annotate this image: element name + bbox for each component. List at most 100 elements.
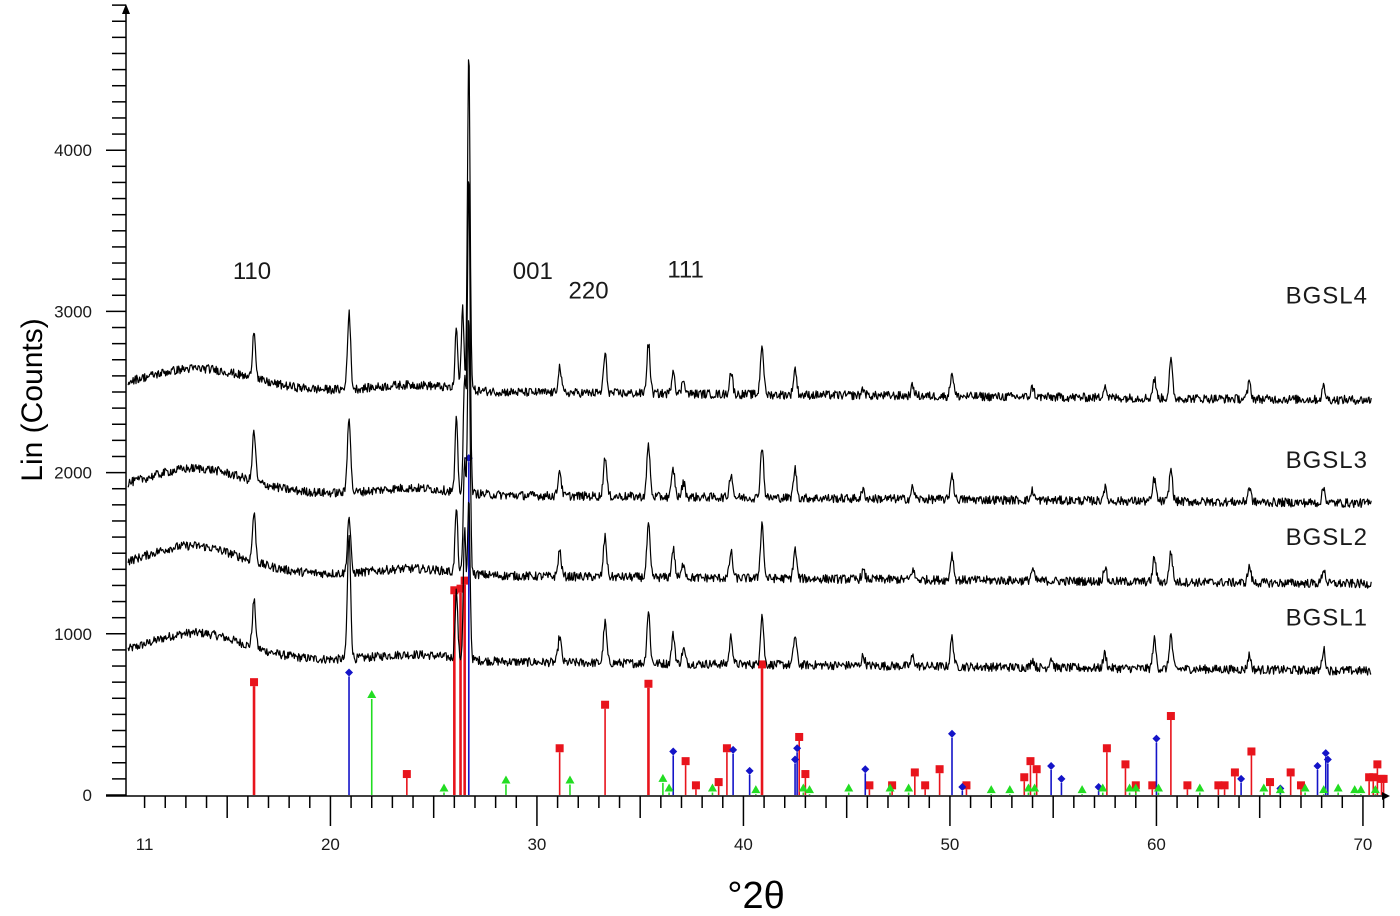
triangle-marker-icon xyxy=(751,785,761,794)
x-tick-label: 20 xyxy=(321,835,340,854)
diamond-marker-icon xyxy=(345,668,354,677)
triangle-marker-icon xyxy=(1005,785,1015,794)
square-marker-icon xyxy=(910,768,919,777)
y-tick-label: 4000 xyxy=(54,141,92,160)
square-marker-icon xyxy=(921,781,930,790)
diffraction-traces xyxy=(127,59,1372,676)
triangle-marker-icon xyxy=(439,783,449,792)
diamond-marker-icon xyxy=(958,782,967,791)
square-marker-icon xyxy=(795,732,804,741)
square-marker-icon xyxy=(1286,768,1295,777)
square-marker-icon xyxy=(1102,744,1111,753)
diamond-marker-icon xyxy=(1237,774,1246,783)
square-marker-icon xyxy=(1373,760,1382,769)
diamond-marker-icon xyxy=(1313,761,1322,770)
square-marker-icon xyxy=(250,678,259,687)
triangle-marker-icon xyxy=(1030,783,1040,792)
y-tick-label: 3000 xyxy=(54,302,92,321)
square-marker-icon xyxy=(888,781,897,790)
square-marker-icon xyxy=(1214,781,1223,790)
x-tick-label: 40 xyxy=(734,835,753,854)
x-tick-label: 30 xyxy=(527,835,546,854)
triangle-marker-icon xyxy=(1154,783,1163,792)
triangle-marker-icon xyxy=(844,783,854,792)
square-marker-icon xyxy=(1121,760,1130,769)
diamond-marker-icon xyxy=(669,747,678,756)
square-marker-icon xyxy=(1183,781,1192,790)
square-marker-icon xyxy=(1026,757,1035,766)
diamond-marker-icon xyxy=(1321,749,1330,758)
triangle-marker-icon xyxy=(1195,783,1205,792)
trace-bgsl2 xyxy=(127,320,1372,589)
diamond-marker-icon xyxy=(793,744,802,753)
square-marker-icon xyxy=(456,584,465,593)
diamond-marker-icon xyxy=(948,729,956,738)
hkl-annotation: 220 xyxy=(569,278,609,305)
square-marker-icon xyxy=(758,660,767,669)
square-marker-icon xyxy=(1369,773,1378,782)
square-marker-icon xyxy=(681,757,690,766)
triangle-marker-icon xyxy=(1125,783,1135,792)
triangle-marker-icon xyxy=(664,783,674,792)
triangle-marker-icon xyxy=(1370,785,1380,794)
trace-bgsl3 xyxy=(127,181,1372,508)
square-marker-icon xyxy=(555,744,564,753)
square-marker-icon xyxy=(1247,747,1256,756)
triangle-marker-icon xyxy=(904,783,914,792)
y-axis-title: Lin (Counts) xyxy=(16,318,49,481)
y-axis-arrow-icon xyxy=(122,4,130,14)
labels: Lin (Counts) °2θ xyxy=(16,318,785,916)
triangle-marker-icon xyxy=(367,690,377,699)
x-axis-ticks: 11 20 30 40 50 60 70 xyxy=(136,796,1385,854)
series-label-bgsl4: BGSL4 xyxy=(1286,282,1368,309)
diamond-marker-icon xyxy=(1323,755,1332,764)
series-label-bgsl1: BGSL1 xyxy=(1286,605,1368,632)
phase-green-triangle xyxy=(367,690,1380,795)
square-marker-icon xyxy=(714,778,723,787)
square-marker-icon xyxy=(722,744,731,753)
hkl-annotation: 001 xyxy=(513,258,553,285)
square-marker-icon xyxy=(1379,774,1388,783)
square-marker-icon xyxy=(1220,781,1229,790)
axes: 0 1000 2000 3000 4000 11 20 30 40 50 60 70 xyxy=(54,4,1390,854)
triangle-marker-icon xyxy=(501,775,511,784)
square-marker-icon xyxy=(1365,773,1374,782)
trace-bgsl1 xyxy=(127,501,1372,676)
square-marker-icon xyxy=(865,781,874,790)
triangle-marker-icon xyxy=(1077,785,1087,794)
y-tick-label: 2000 xyxy=(54,464,92,483)
trace-bgsl4 xyxy=(127,59,1372,405)
triangle-marker-icon xyxy=(565,775,575,784)
reference-stick-patterns xyxy=(250,454,1388,795)
square-marker-icon xyxy=(1166,712,1175,721)
square-marker-icon xyxy=(460,576,469,585)
triangle-marker-icon xyxy=(1356,785,1366,794)
square-marker-icon xyxy=(402,770,411,779)
triangle-marker-icon xyxy=(1023,783,1033,792)
triangle-marker-icon xyxy=(1319,785,1329,794)
square-marker-icon xyxy=(691,781,700,790)
series-label-bgsl2: BGSL2 xyxy=(1286,524,1368,551)
triangle-marker-icon xyxy=(1275,785,1285,794)
diamond-marker-icon xyxy=(1152,734,1161,743)
triangle-marker-icon xyxy=(1259,783,1269,792)
diamond-marker-icon xyxy=(861,765,870,774)
x-tick-label: 60 xyxy=(1147,835,1166,854)
triangle-marker-icon xyxy=(986,785,996,794)
x-axis-title: °2θ xyxy=(727,875,784,916)
diamond-marker-icon xyxy=(1057,774,1066,783)
phase-red-square xyxy=(250,576,1388,795)
square-marker-icon xyxy=(962,781,971,790)
square-marker-icon xyxy=(801,770,810,779)
square-marker-icon xyxy=(601,700,610,709)
hkl-annotations: 110 001 220 111 xyxy=(233,257,704,305)
diamond-marker-icon xyxy=(745,766,754,775)
triangle-marker-icon xyxy=(885,783,895,792)
square-marker-icon xyxy=(1020,773,1029,782)
y-axis-ticks: 0 1000 2000 3000 4000 xyxy=(54,4,126,805)
y-tick-label: 1000 xyxy=(54,625,92,644)
square-marker-icon xyxy=(644,679,653,688)
triangle-marker-icon xyxy=(707,783,717,792)
square-marker-icon xyxy=(935,765,944,774)
